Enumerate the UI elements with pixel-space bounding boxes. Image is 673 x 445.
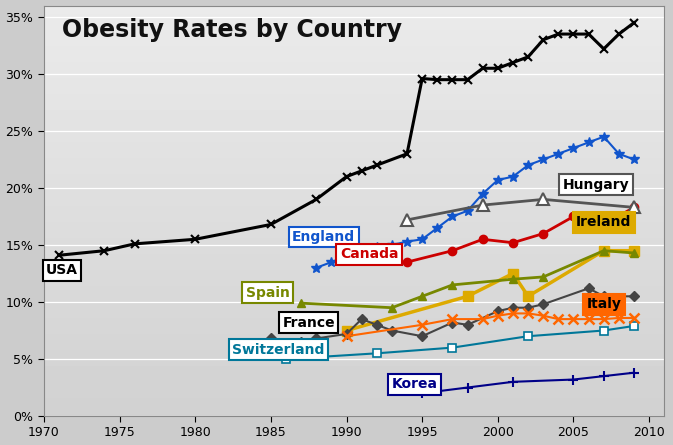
Text: Obesity Rates by Country: Obesity Rates by Country [63,18,402,42]
Text: Hungary: Hungary [563,178,629,191]
Text: Canada: Canada [340,247,398,261]
Text: USA: USA [46,263,78,277]
Text: Italy: Italy [586,297,621,311]
Text: Korea: Korea [392,377,437,391]
Text: England: England [292,230,355,244]
Text: France: France [283,316,335,330]
Text: Spain: Spain [246,286,290,300]
Text: Ireland: Ireland [576,215,631,229]
Text: Switzerland: Switzerland [232,343,324,357]
